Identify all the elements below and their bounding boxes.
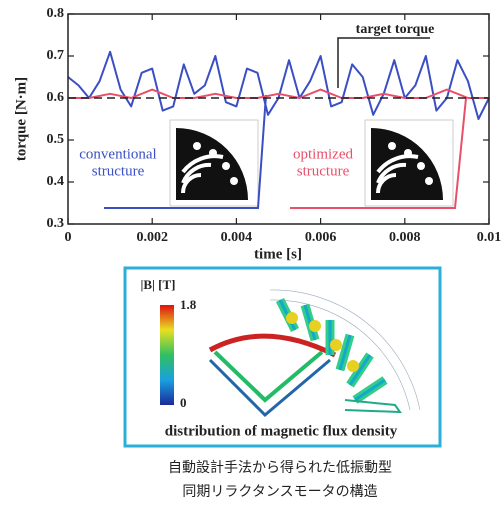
colorbar-min: 0 [180, 395, 187, 410]
callout [104, 94, 267, 209]
annotation: target torque [356, 22, 435, 37]
annotation: conventional [79, 146, 156, 162]
flux-plot [208, 289, 421, 418]
y-tick-label: 0.4 [47, 174, 65, 189]
annotation: structure [92, 163, 145, 179]
x-tick-label: 0.01 [477, 230, 502, 245]
callout [290, 97, 467, 209]
y-tick-label: 0.6 [47, 90, 65, 105]
annotation: optimized [293, 146, 353, 162]
colorbar-max: 1.8 [180, 297, 197, 312]
colorbar [160, 305, 174, 405]
x-axis-label: time [s] [254, 246, 302, 262]
colorbar-label: |B| [T] [141, 277, 176, 292]
y-axis-label: torque [N·m] [13, 77, 29, 161]
caption-line: 同期リラクタンスモータの構造 [182, 484, 377, 500]
series-line [68, 88, 489, 99]
series-line [67, 50, 490, 120]
x-tick-label: 0.004 [221, 230, 253, 245]
x-tick-label: 0.002 [136, 230, 168, 245]
optimized-inset [364, 119, 454, 207]
y-tick-label: 0.7 [47, 48, 65, 63]
annotation: structure [297, 163, 350, 179]
y-tick-label: 0.3 [47, 216, 65, 231]
conventional-inset [169, 119, 259, 207]
x-tick-label: 0 [65, 230, 72, 245]
flux-panel [123, 266, 442, 448]
annotation-line [337, 37, 430, 88]
flux-caption: distribution of magnetic flux density [165, 423, 398, 439]
plot-frame [67, 13, 490, 225]
y-tick-label: 0.8 [47, 6, 65, 21]
y-tick-label: 0.5 [47, 132, 65, 147]
x-tick-label: 0.008 [389, 230, 421, 245]
caption-line: 自動設計手法から得られた低振動型 [168, 459, 392, 476]
x-tick-label: 0.006 [305, 230, 337, 245]
